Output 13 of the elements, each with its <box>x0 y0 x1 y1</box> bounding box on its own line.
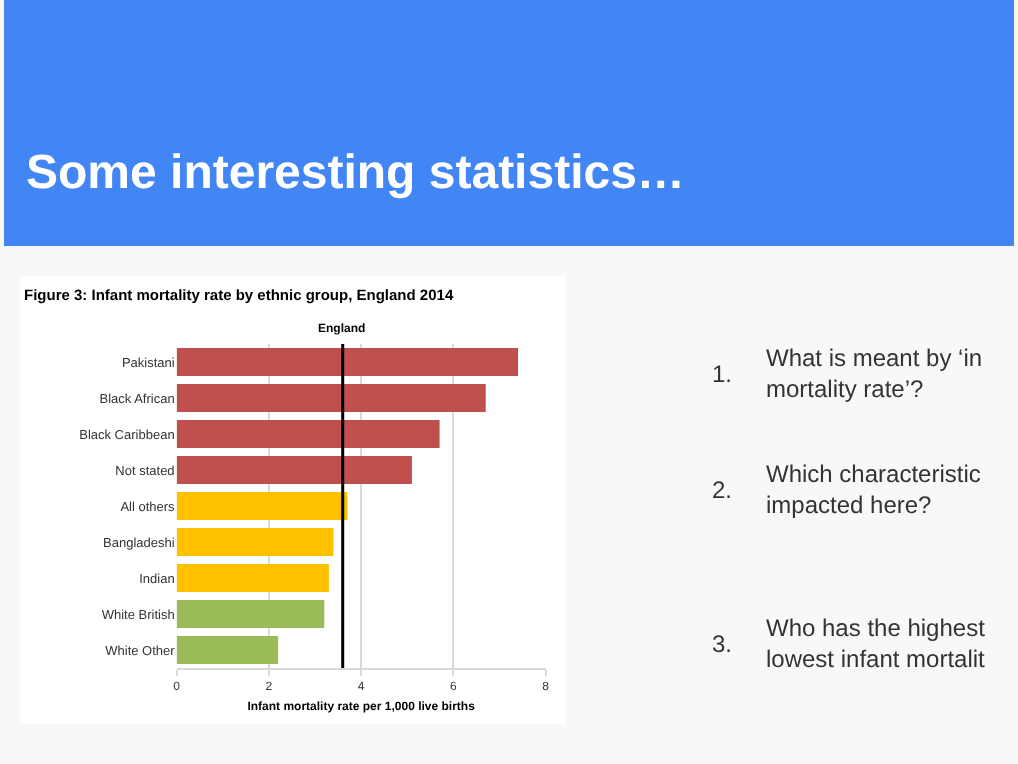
bar <box>176 455 412 485</box>
text: Some interesting statistics… <box>26 146 685 200</box>
bar <box>176 527 334 557</box>
text: 1. What is meant by ‘in mortality rate’? <box>712 344 983 404</box>
bar <box>176 563 329 593</box>
text: 3. Who has the highest lowest infant mortalit <box>712 614 985 674</box>
text: 2. Which characteristic impacted here? <box>712 460 981 520</box>
bar <box>176 635 279 665</box>
bar <box>176 347 519 377</box>
bar <box>176 383 486 413</box>
bar <box>176 419 440 449</box>
bar <box>176 491 348 521</box>
bar <box>176 599 325 629</box>
